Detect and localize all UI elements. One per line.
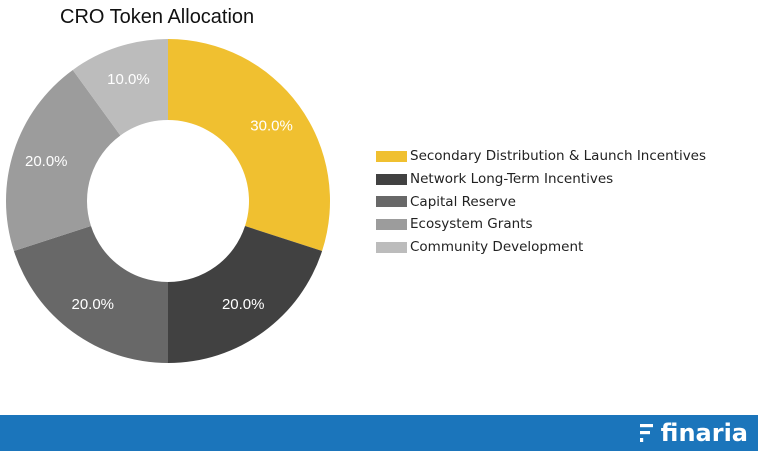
- legend-swatch: [376, 218, 407, 230]
- legend-label: Ecosystem Grants: [410, 216, 533, 233]
- legend-swatch: [376, 150, 407, 162]
- finaria-logo[interactable]: finaria: [639, 419, 748, 447]
- legend-swatch: [376, 173, 407, 185]
- legend-item: Capital Reserve: [376, 190, 706, 213]
- donut-chart: 30.0% 20.0% 20.0% 20.0% 10.0%: [6, 39, 331, 363]
- slice-data-label: 20.0%: [222, 296, 265, 313]
- legend-item: Ecosystem Grants: [376, 213, 706, 236]
- donut-slice: [13, 226, 168, 363]
- legend-label: Community Development: [410, 239, 584, 256]
- slice-data-label: 20.0%: [25, 153, 68, 170]
- legend-label: Capital Reserve: [410, 193, 516, 210]
- legend-label: Secondary Distribution & Launch Incentiv…: [410, 148, 707, 165]
- legend-swatch: [376, 241, 407, 253]
- finaria-logo-icon: [639, 424, 653, 442]
- chart-title: CRO Token Allocation: [60, 6, 255, 28]
- slice-data-label: 10.0%: [107, 71, 150, 88]
- legend-item: Network Long-Term Incentives: [376, 168, 706, 191]
- legend-swatch: [376, 196, 407, 208]
- legend-label: Network Long-Term Incentives: [410, 171, 614, 188]
- legend-item: Community Development: [376, 236, 706, 259]
- chart-legend: Secondary Distribution & Launch Incentiv…: [376, 145, 706, 258]
- donut-slice: [168, 226, 323, 363]
- slice-data-label: 30.0%: [250, 117, 293, 134]
- brand-name: finaria: [660, 419, 748, 447]
- slice-data-label: 20.0%: [71, 296, 114, 313]
- footer-bar: finaria: [0, 415, 758, 451]
- donut-slice: [168, 39, 331, 252]
- donut-slice: [6, 69, 121, 252]
- donut-slice: [72, 39, 168, 136]
- legend-item: Secondary Distribution & Launch Incentiv…: [376, 145, 706, 168]
